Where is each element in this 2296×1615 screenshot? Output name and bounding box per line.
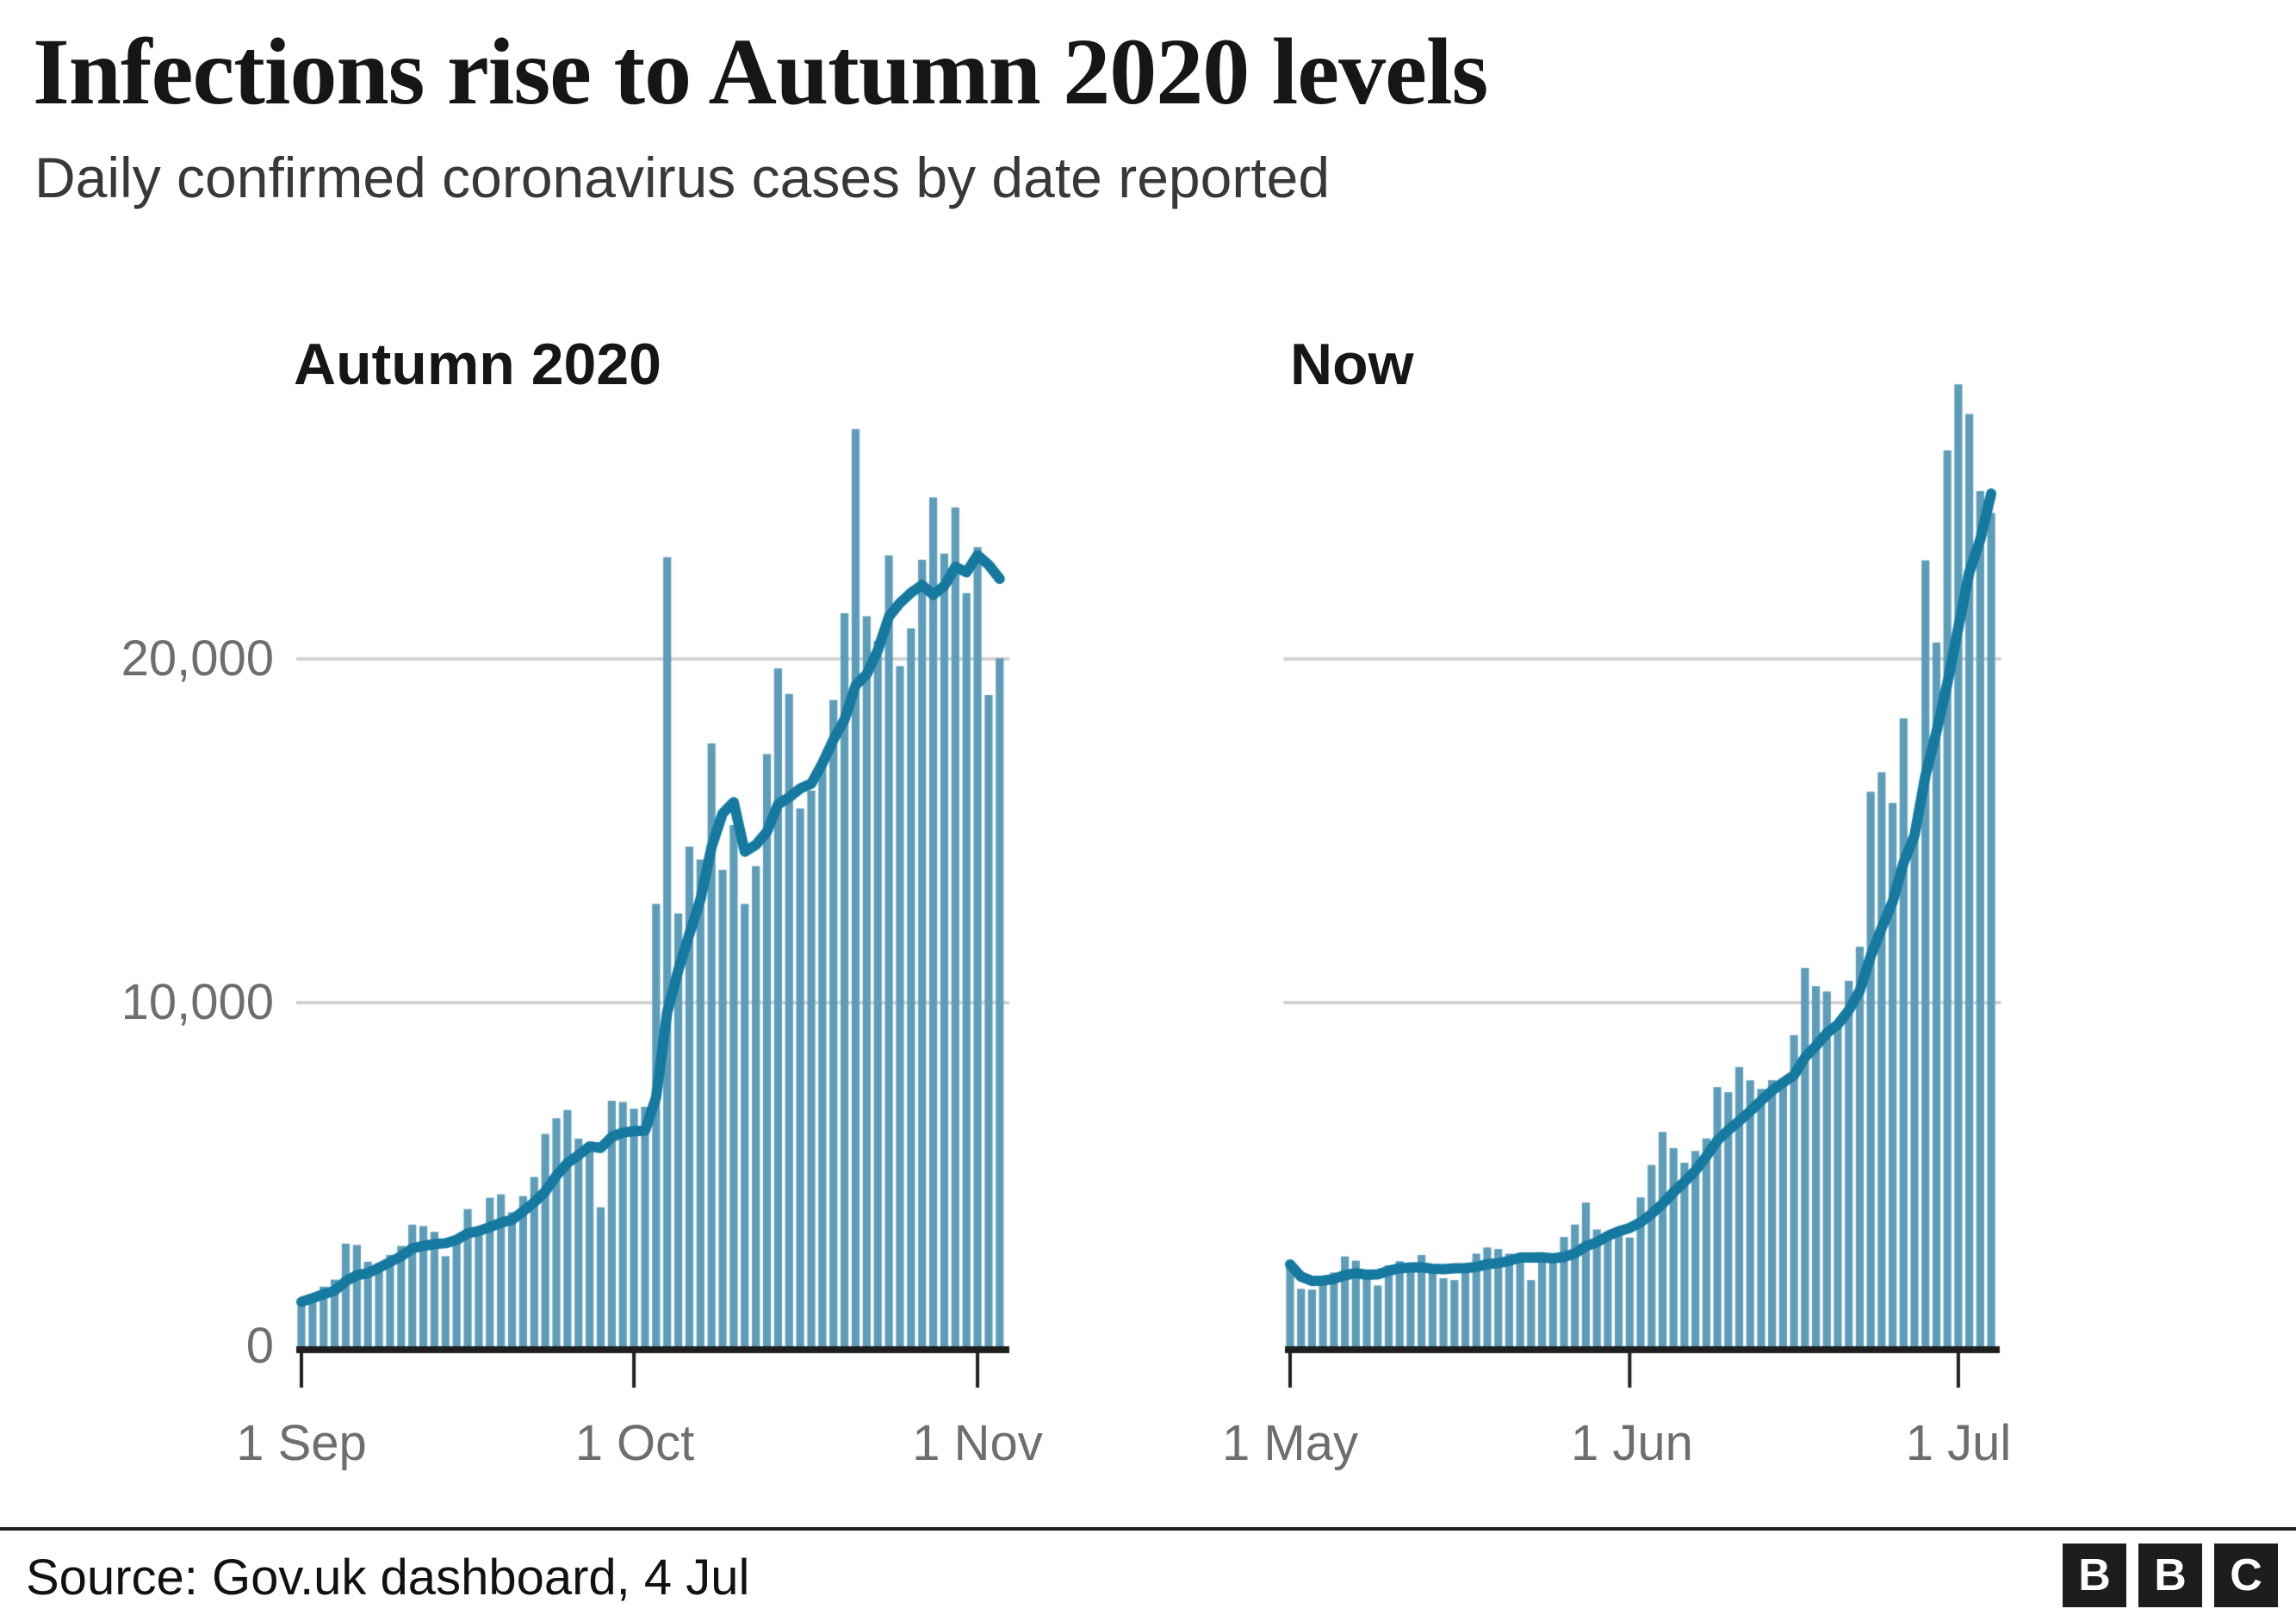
x-axis-label-1-nov: 1 Nov: [912, 1415, 1043, 1471]
bbc-logo-letter: B: [2138, 1544, 2202, 1607]
bbc-logo-letter: B: [2063, 1544, 2126, 1607]
panel-title-now: Now: [1290, 332, 1414, 397]
bbc-logo-letter: C: [2214, 1544, 2278, 1607]
y-axis-label-10000: 10,000: [121, 974, 274, 1030]
bbc-logo: B B C: [2063, 1544, 2278, 1607]
x-axis-label-1-oct: 1 Oct: [574, 1415, 695, 1471]
footer-divider: [0, 1527, 2296, 1531]
panel-title-autumn-2020: Autumn 2020: [294, 332, 661, 397]
page-title: Infections rise to Autumn 2020 levels: [33, 19, 1488, 124]
x-axis-label-1-jul: 1 Jul: [1905, 1415, 2012, 1471]
x-axis-label-1-sep: 1 Sep: [236, 1415, 367, 1471]
x-axis-label-1-may: 1 May: [1222, 1415, 1358, 1471]
y-axis-label-0: 0: [245, 1318, 274, 1374]
x-axis-label-1-jun: 1 Jun: [1571, 1415, 1693, 1471]
source-credit: Source: Gov.uk dashboard, 4 Jul: [26, 1550, 750, 1606]
y-axis-label-20000: 20,000: [121, 630, 274, 686]
page-subtitle: Daily confirmed coronavirus cases by dat…: [34, 146, 1331, 209]
